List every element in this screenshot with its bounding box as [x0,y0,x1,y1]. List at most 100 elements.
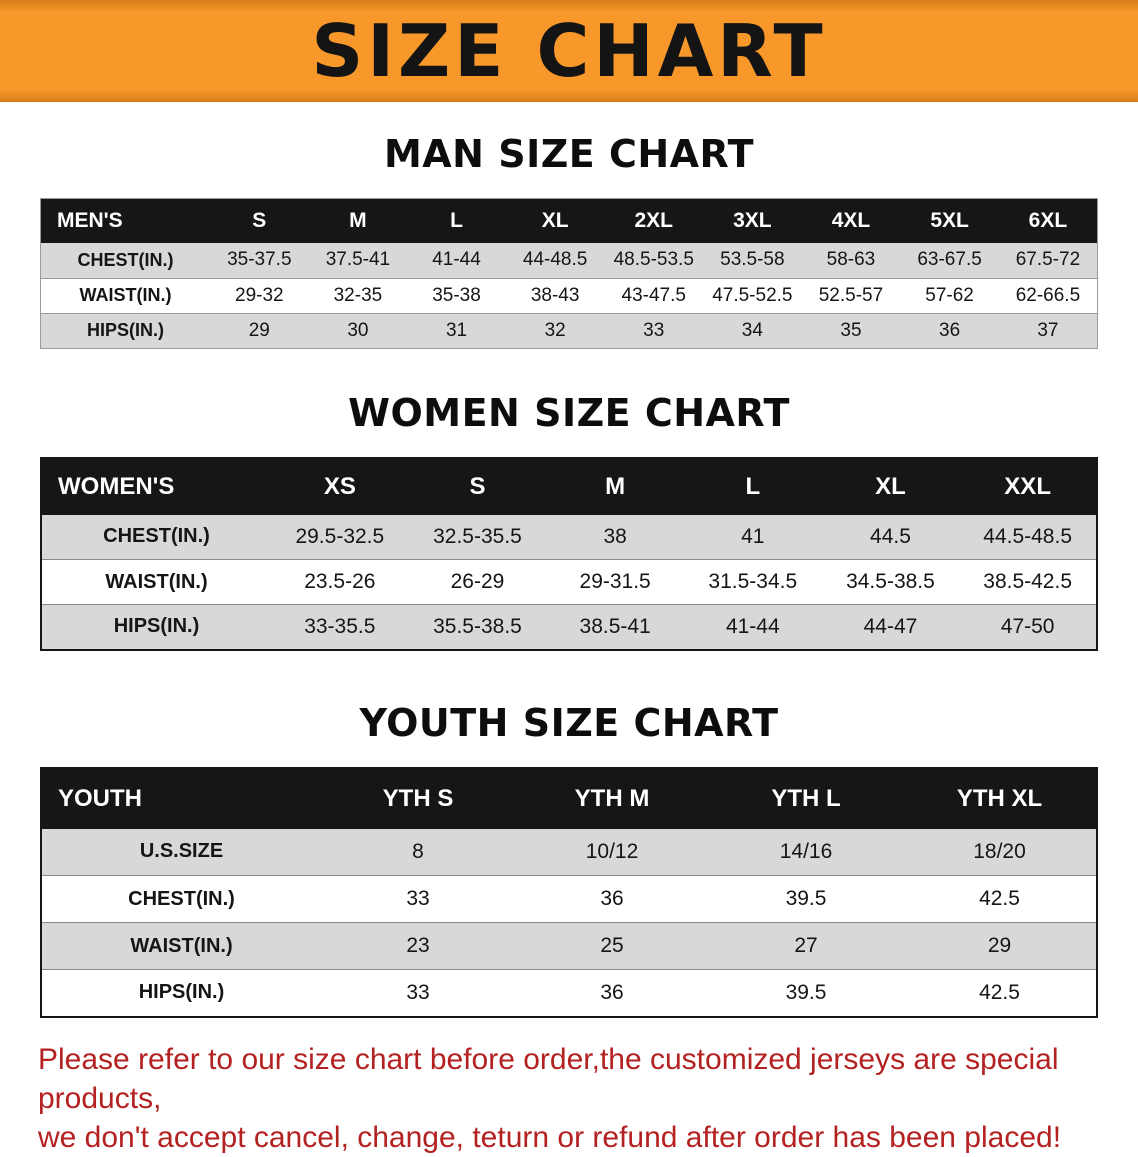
youth-table-row-1: CHEST(IN.) 33 36 39.5 42.5 [41,875,1097,923]
footer-line-1: Please refer to our size chart before or… [38,1042,1059,1115]
women-size-table: WOMEN'S XS S M L XL XXL CHEST(IN.) 29.5-32.5 32.5… [40,456,1098,651]
women-table-row-0: CHEST(IN.) 29.5-32.5 32.5-35.5 38 41 44.5 44.5… [41,514,1097,560]
cell-value: 41-44 [432,249,481,271]
men-table-row-1: WAIST(IN.) 29-32 32-35 35-38 38-43 43-47.5 47.… [40,278,1098,313]
cell-value: 62-66.5 [1015,284,1081,306]
men-column-header-7: 5XL [900,198,999,243]
cell-value: 27 [794,934,818,957]
cell-value: 36 [600,887,624,910]
cell-value: 39.5 [785,980,827,1004]
row-label: HIPS(IN.) [86,320,164,340]
men-column-header-3: XL [505,198,605,243]
cell-value: 57-62 [925,284,974,306]
men-table-row-0: CHEST(IN.) 35-37.5 37.5-41 41-44 44-48.5 48.5… [40,243,1098,278]
men-column-header-6: 4XL [801,198,901,243]
cell-value: 38.5-41 [579,614,651,638]
youth-size-section: YOUTH SIZE CHART YOUTH YTH S YTH M YTH L YTH … [0,701,1138,1018]
women-column-header-4: XL [821,457,960,515]
cell-value: 36 [939,319,961,341]
cell-value: 44.5 [870,524,911,548]
women-group-label: WOMEN'S [41,457,271,515]
cell-value: 29 [248,319,270,341]
women-column-header-2: M [546,457,684,515]
women-column-header-3: L [683,457,822,515]
youth-column-header-1: YTH M [515,767,709,829]
row-label: CHEST(IN.) [103,525,210,548]
youth-table-row-3: HIPS(IN.) 33 36 39.5 42.5 [41,969,1097,1017]
women-size-section: WOMEN SIZE CHART WOMEN'S XS S M L XL XXL CHEST(I… [0,391,1138,651]
cell-value: 42.5 [979,980,1020,1004]
cell-value: 30 [347,319,369,341]
men-size-section: MAN SIZE CHART MEN'S S M L XL 2XL 3XL 4XL 5XL 6XL C… [0,132,1138,349]
cell-value: 35 [840,319,862,341]
men-column-header-2: L [407,198,506,243]
cell-value: 10/12 [585,839,639,863]
row-label: CHEST(IN.) [77,249,174,270]
cell-value: 42.5 [979,887,1020,910]
footer-note: Please refer to our size chart before or… [38,1040,1100,1157]
cell-value: 33 [643,319,665,341]
women-header-row: WOMEN'S XS S M L XL XXL [41,457,1097,515]
cell-value: 33 [406,887,430,910]
cell-value: 32 [544,319,566,341]
cell-value: 29-32 [235,284,284,306]
banner: SIZE CHART [0,0,1138,102]
youth-table-row-0: U.S.SIZE 8 10/12 14/16 18/20 [41,828,1097,876]
cell-value: 34.5-38.5 [846,570,935,593]
cell-value: 33-35.5 [304,614,376,638]
cell-value: 44-47 [863,614,918,638]
footer-line-2: we don't accept cancel, change, teturn o… [38,1120,1062,1154]
cell-value: 44-48.5 [522,249,588,271]
cell-value: 31 [445,319,468,341]
women-column-header-1: S [408,457,547,515]
cell-value: 32-35 [333,284,383,306]
youth-column-header-2: YTH L [709,767,903,829]
cell-value: 47-50 [1000,614,1055,638]
youth-column-header-3: YTH XL [903,767,1097,829]
cell-value: 32.5-35.5 [433,524,522,548]
cell-value: 48.5-53.5 [613,249,694,271]
men-column-header-1: M [308,198,408,243]
cell-value: 43-47.5 [621,284,686,306]
cell-value: 52.5-57 [818,284,884,306]
men-column-header-4: 2XL [604,198,704,243]
row-label: HIPS(IN.) [113,615,200,638]
men-group-label: MEN'S [40,198,210,243]
youth-group-label: YOUTH [41,767,321,829]
cell-value: 31.5-34.5 [708,570,798,593]
youth-size-table: YOUTH YTH S YTH M YTH L YTH XL U.S.SIZE 8 10/12… [40,766,1098,1018]
cell-value: 38.5-42.5 [983,570,1073,593]
cell-value: 14/16 [779,839,833,863]
men-section-heading: MAN SIZE CHART [383,132,755,176]
cell-value: 38 [603,524,627,548]
men-column-header-0: S [210,198,309,243]
cell-value: 33 [406,980,430,1004]
men-header-row: MEN'S S M L XL 2XL 3XL 4XL 5XL 6XL [40,198,1098,243]
cell-value: 41-44 [725,614,780,638]
women-column-header-5: XXL [959,457,1097,515]
cell-value: 29 [987,934,1012,957]
women-column-header-0: XS [271,457,409,515]
cell-value: 38-43 [530,284,580,306]
row-label: WAIST(IN.) [105,570,208,593]
cell-value: 23.5-26 [304,570,376,593]
page-title: SIZE CHART [311,9,827,93]
cell-value: 41 [741,524,765,548]
cell-value: 26-29 [450,570,505,593]
cell-value: 23 [406,934,430,957]
cell-value: 25 [600,934,624,957]
cell-value: 37 [1037,319,1059,341]
cell-value: 35-37.5 [227,249,292,271]
cell-value: 53.5-58 [720,249,785,271]
cell-value: 39.5 [785,887,827,910]
men-column-header-5: 3XL [703,198,802,243]
row-label: WAIST(IN.) [79,285,172,305]
cell-value: 58-63 [826,249,876,271]
cell-value: 67.5-72 [1015,249,1081,271]
row-label: WAIST(IN.) [130,934,233,957]
women-table-row-2: HIPS(IN.) 33-35.5 35.5-38.5 38.5-41 41-44 44-… [41,604,1097,650]
cell-value: 29-31.5 [579,570,651,593]
row-label: CHEST(IN.) [128,887,235,910]
cell-value: 29.5-32.5 [295,524,385,548]
